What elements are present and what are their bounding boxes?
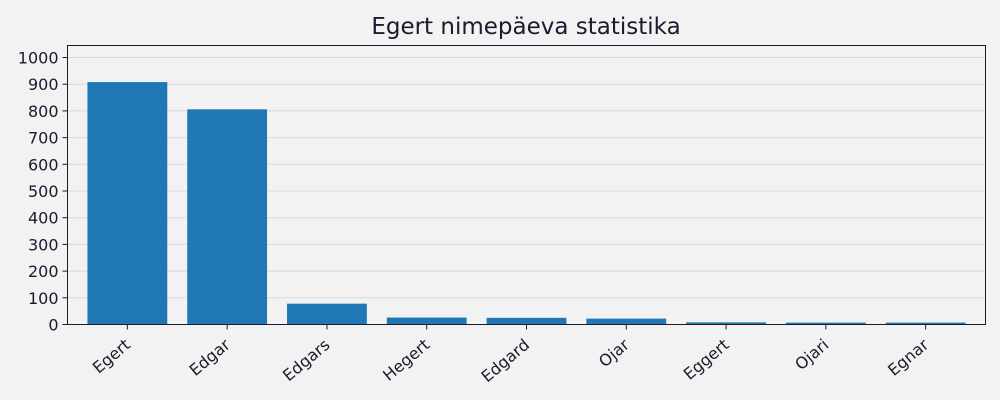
bars	[87, 82, 966, 325]
y-tick-label: 900	[28, 75, 59, 94]
y-tick-label: 400	[28, 209, 59, 228]
x-tick-label: Edgars	[279, 335, 333, 385]
chart-title: Egert nimepäeva statistika	[371, 14, 680, 40]
y-tick-label: 300	[28, 235, 59, 254]
x-tick-label: Egnar	[884, 335, 932, 380]
bar-ojari	[785, 322, 866, 325]
y-tick-label: 1000	[18, 49, 59, 68]
y-tick-label: 600	[28, 155, 59, 174]
y-tick-label: 200	[28, 262, 59, 281]
x-tick-label: Ojari	[791, 335, 832, 374]
x-axis: Egert Edgar Edgars Hegert Edgard Ojar Eggert Oj…	[89, 324, 933, 386]
bar-hegert	[386, 317, 467, 325]
bar-egert	[87, 82, 168, 325]
y-tick-label: 100	[28, 289, 59, 308]
bar-egnar	[885, 322, 966, 325]
x-tick-label: Egert	[89, 335, 134, 377]
bar-edgard	[486, 317, 567, 325]
bar-edgars	[287, 303, 367, 325]
x-tick-label: Edgar	[186, 335, 234, 380]
y-axis: 0 100 200 300 400 500 600 700 800 900 1000	[18, 49, 68, 335]
bar-ojar	[586, 318, 667, 325]
y-tick-label: 0	[48, 316, 58, 335]
bar-edgar	[187, 109, 268, 325]
y-tick-label: 500	[28, 182, 59, 201]
x-tick-label: Hegert	[379, 335, 433, 385]
y-tick-label: 700	[28, 129, 59, 148]
bar-eggert	[686, 322, 766, 325]
x-tick-label: Ojar	[595, 335, 633, 371]
x-tick-label: Edgard	[477, 335, 533, 386]
x-tick-label: Eggert	[680, 335, 733, 384]
y-tick-label: 800	[28, 102, 59, 121]
